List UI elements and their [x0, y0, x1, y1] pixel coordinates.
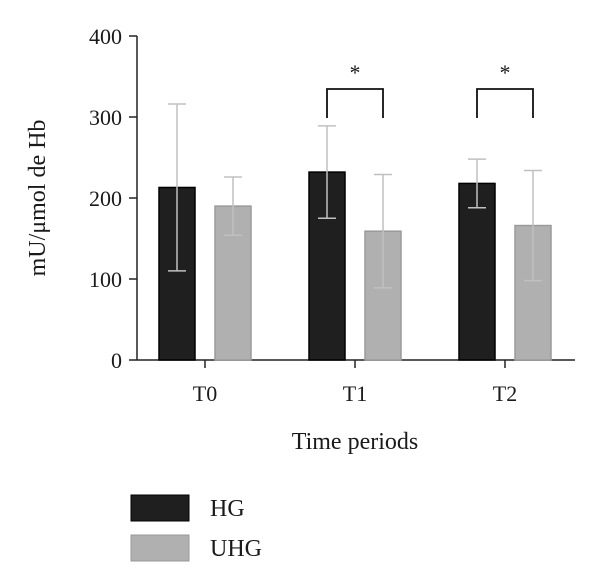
x-tick-label: T0	[193, 381, 217, 406]
x-tick-label: T2	[493, 381, 517, 406]
legend: HG UHG	[130, 494, 262, 562]
y-tick-label: 0	[111, 348, 122, 373]
legend-label-hg: HG	[210, 496, 245, 522]
y-tick-label: 100	[89, 267, 122, 292]
significance-label: *	[350, 60, 361, 85]
y-axis-title: mU/μmol de Hb	[25, 120, 51, 277]
legend-label-uhg: UHG	[210, 536, 262, 562]
significance-label: *	[500, 60, 511, 85]
bars	[158, 171, 552, 361]
legend-swatch-uhg	[130, 534, 190, 562]
bar-hg	[458, 182, 496, 361]
significance-bracket	[476, 88, 534, 118]
x-tick-label: T1	[343, 381, 367, 406]
error-bars	[168, 103, 542, 289]
x-axis-title: Time periods	[292, 429, 418, 455]
legend-swatch-hg	[130, 494, 190, 522]
y-tick-label: 400	[89, 24, 122, 49]
axes: 0 100 200 300 400 T0 T1 T2	[89, 24, 575, 406]
significance-brackets: * *	[326, 60, 534, 118]
y-tick-label: 200	[89, 186, 122, 211]
significance-bracket	[326, 88, 384, 118]
y-tick-label: 300	[89, 105, 122, 130]
